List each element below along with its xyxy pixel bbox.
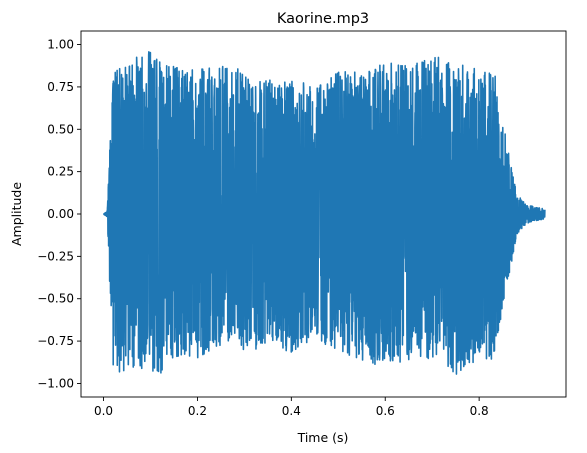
y-tick-label: −0.25 (37, 249, 74, 263)
y-tick-label: 0.25 (47, 165, 74, 179)
y-tick-label: −0.50 (37, 292, 74, 306)
x-tick-label: 0.4 (282, 404, 301, 418)
y-tick-label: −1.00 (37, 376, 74, 390)
plot-area (102, 51, 546, 375)
x-tick-label: 0.0 (94, 404, 113, 418)
chart-title: Kaorine.mp3 (277, 11, 369, 27)
x-tick-label: 0.6 (376, 404, 395, 418)
waveform-series-line (102, 51, 546, 375)
y-axis-label: Amplitude (9, 182, 24, 246)
y-tick-label: 0.50 (47, 122, 74, 136)
x-axis-label: Time (s) (297, 430, 349, 445)
y-tick-label: −0.75 (37, 334, 74, 348)
x-tick-label: 0.8 (470, 404, 489, 418)
y-axis: −1.00 −0.75 −0.50 −0.25 0.00 0.25 0.50 0.75 1.00 (37, 38, 81, 390)
y-tick-label: 0.00 (47, 207, 74, 221)
x-tick-label: 0.2 (188, 404, 207, 418)
y-tick-label: 0.75 (47, 80, 74, 94)
x-axis: 0.0 0.2 0.4 0.6 0.8 (94, 397, 489, 418)
y-tick-label: 1.00 (47, 38, 74, 52)
